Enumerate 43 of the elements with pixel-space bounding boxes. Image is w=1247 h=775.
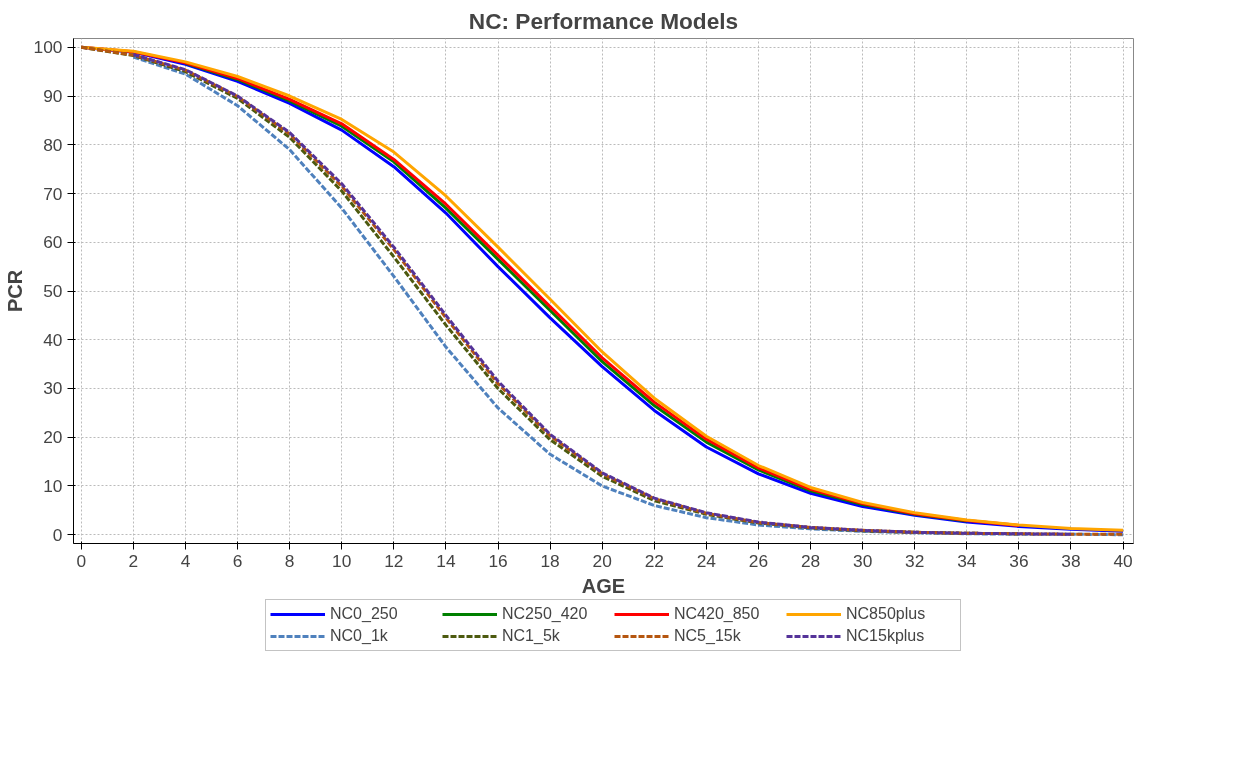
y-tick-label: 50 [43,281,63,301]
legend-label: NC420_850 [673,605,761,623]
y-tick-label: 30 [43,378,63,399]
legend-label: NC0_1k [329,627,389,645]
x-tick-label: 36 [1009,550,1029,571]
x-tick-label: 8 [284,550,295,571]
legend-label: NC5_15k [673,627,742,645]
x-tick-label: 12 [384,550,404,571]
x-tick-label: 26 [748,550,769,571]
x-tick-label: 40 [1113,550,1133,571]
y-axis-title: PCR [3,269,26,313]
x-tick-label: 28 [800,550,821,571]
x-tick-label: 14 [436,550,456,571]
x-tick-label: 20 [592,550,612,571]
x-tick-label: 30 [853,550,873,571]
y-tick-label: 70 [43,183,63,204]
y-tick-label: 10 [43,475,63,496]
y-tick-label: 80 [43,134,63,155]
legend-label: NC1_5k [501,627,561,645]
y-tick-label: 40 [43,329,63,350]
y-tick-label: 100 [33,37,63,58]
legend-label: NC0_250 [329,605,399,623]
x-tick-label: 16 [488,550,508,571]
x-tick-label: 4 [180,550,191,571]
x-tick-label: 18 [540,550,560,571]
y-tick-label: 20 [43,427,63,448]
legend-label: NC250_420 [501,605,589,623]
y-tick-label: 60 [43,232,63,253]
x-tick-label: 2 [128,550,139,571]
x-tick-label: 34 [957,550,977,571]
x-tick-label: 32 [905,550,925,571]
x-tick-label: 38 [1061,550,1081,571]
y-tick-label: 0 [52,524,63,545]
chart-title: NC: Performance Models [468,7,739,34]
x-axis-title: AGE [581,574,626,597]
x-tick-label: 0 [76,550,87,571]
legend-label: NC850plus [845,605,927,623]
x-tick-label: 24 [696,550,717,571]
x-tick-label: 22 [644,550,664,571]
x-tick-label: 10 [332,550,352,571]
legend-label: NC15kplus [845,627,926,645]
x-tick-label: 6 [232,550,243,571]
y-tick-label: 90 [43,86,63,107]
